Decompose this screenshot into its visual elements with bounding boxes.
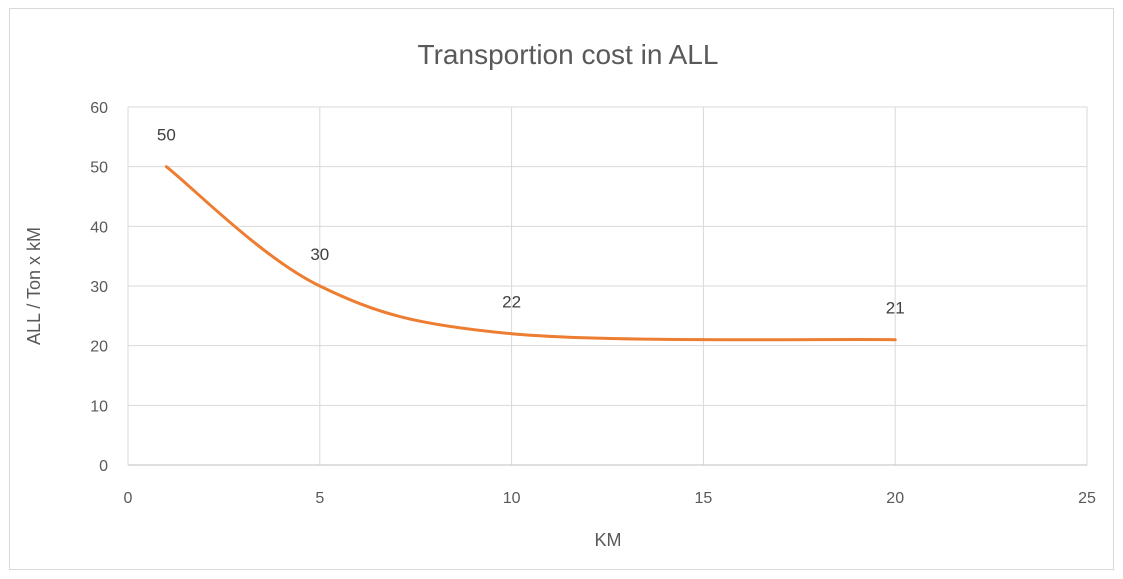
series-layer: [164, 165, 897, 342]
y-tick-label: 20: [90, 339, 108, 356]
data-label: 50: [157, 126, 176, 145]
data-label: 30: [310, 245, 329, 264]
x-tick-label: 25: [1078, 490, 1096, 507]
gridlines: [127, 106, 1088, 465]
y-tick-label: 30: [90, 279, 108, 296]
x-tick-label: 15: [695, 490, 713, 507]
data-label: 21: [886, 299, 905, 318]
y-tick-label: 50: [90, 160, 108, 177]
y-axis-label: ALL / Ton x kM: [24, 227, 44, 345]
x-tick-label: 5: [315, 490, 324, 507]
x-tick-label: 10: [503, 490, 521, 507]
x-axis-ticks: 0 5 10 15 20 25: [124, 490, 1096, 507]
y-tick-label: 0: [99, 458, 108, 475]
y-axis-ticks: 0 10 20 30 40 50 60: [90, 100, 108, 475]
chart-area: [9, 8, 1114, 570]
data-labels: 50 30 22 21: [157, 126, 905, 318]
x-axis-label: KM: [595, 530, 622, 550]
data-label: 22: [502, 293, 521, 312]
chart-title: Transportion cost in ALL: [418, 39, 719, 70]
x-tick-label: 0: [124, 490, 133, 507]
y-tick-label: 40: [90, 219, 108, 236]
series-line: [164, 165, 897, 342]
x-tick-label: 20: [886, 490, 904, 507]
y-tick-label: 10: [90, 398, 108, 415]
y-tick-label: 60: [90, 100, 108, 117]
